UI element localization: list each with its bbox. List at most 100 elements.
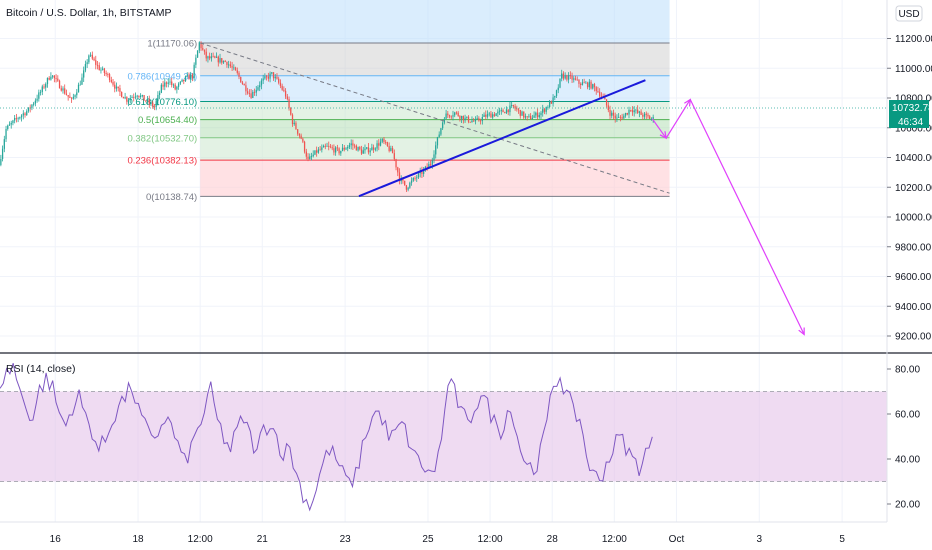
candle-body bbox=[20, 115, 23, 118]
candle-body bbox=[545, 107, 547, 112]
candle-body bbox=[571, 75, 573, 80]
candle-body bbox=[291, 114, 294, 125]
candle-body bbox=[103, 68, 106, 74]
candle-body bbox=[24, 113, 26, 116]
candle-body bbox=[321, 147, 323, 150]
candle-body bbox=[5, 128, 7, 140]
dashed-trendline bbox=[200, 42, 670, 194]
candle-body bbox=[523, 111, 525, 118]
candle-body bbox=[57, 78, 59, 81]
candle-body bbox=[543, 109, 546, 112]
candle-body bbox=[148, 99, 150, 104]
candle-body bbox=[295, 122, 297, 130]
candle-body bbox=[312, 154, 314, 157]
candle-body bbox=[533, 115, 535, 118]
candle-body bbox=[160, 84, 163, 93]
candle-body bbox=[481, 116, 483, 121]
candle-body bbox=[333, 148, 335, 153]
candle-body bbox=[89, 54, 92, 56]
candle-body bbox=[205, 51, 207, 59]
candle-body bbox=[517, 109, 520, 111]
candle-body bbox=[383, 138, 385, 142]
candle-body bbox=[391, 148, 394, 154]
candle-body bbox=[524, 116, 527, 118]
candle-body bbox=[27, 107, 30, 112]
candle-body bbox=[203, 49, 206, 52]
rsi-y-tick-label: 20.00 bbox=[895, 500, 920, 511]
candle-body bbox=[631, 110, 634, 113]
x-tick-label: 5 bbox=[839, 534, 845, 545]
currency-button[interactable]: USD bbox=[895, 5, 923, 22]
fib-level-label: 0.618(10776.10) bbox=[127, 97, 197, 108]
candle-body bbox=[284, 90, 287, 97]
candle-body bbox=[155, 101, 157, 107]
candle-body bbox=[455, 112, 458, 114]
candle-body bbox=[573, 78, 575, 80]
candle-body bbox=[45, 84, 47, 88]
candle-body bbox=[212, 56, 214, 58]
candle-body bbox=[374, 148, 376, 150]
candlestick-series bbox=[0, 41, 654, 192]
candle-body bbox=[131, 97, 133, 98]
fibonacci-retracement[interactable]: 1(11170.06) 0.786(10949.36) 0.618(10776.10… bbox=[127, 0, 670, 203]
candle-body bbox=[421, 171, 423, 174]
candle-body bbox=[345, 148, 347, 150]
candle-body bbox=[196, 50, 199, 58]
candle-body bbox=[585, 82, 587, 84]
candle-body bbox=[485, 114, 487, 117]
candle-body bbox=[561, 73, 563, 79]
candle-body bbox=[51, 75, 54, 77]
candle-body bbox=[378, 143, 380, 146]
currency-button-label[interactable]: USD bbox=[898, 9, 919, 20]
candle-body bbox=[217, 56, 219, 63]
candle-body bbox=[441, 122, 444, 129]
candle-body bbox=[179, 81, 181, 84]
candle-body bbox=[371, 147, 373, 151]
candle-body bbox=[176, 86, 178, 90]
candle-body bbox=[207, 56, 209, 59]
candle-body bbox=[619, 116, 622, 118]
x-tick-label: 28 bbox=[547, 534, 559, 545]
candle-body bbox=[616, 117, 618, 119]
candle-body bbox=[643, 113, 646, 117]
candle-body bbox=[536, 112, 539, 118]
projection-segment bbox=[665, 99, 691, 139]
candle-body bbox=[493, 114, 496, 117]
candle-body bbox=[410, 180, 413, 183]
candle-body bbox=[300, 135, 302, 139]
rsi-y-tick-label: 80.00 bbox=[895, 365, 920, 376]
candle-body bbox=[402, 178, 404, 181]
candle-body bbox=[143, 95, 145, 101]
candle-body bbox=[398, 172, 401, 182]
x-tick-label: 25 bbox=[422, 534, 434, 545]
candle-body bbox=[521, 111, 523, 116]
candle-body bbox=[122, 97, 125, 99]
candle-body bbox=[636, 109, 639, 113]
candle-body bbox=[186, 75, 188, 77]
y-tick-label: 10600.00 bbox=[895, 123, 932, 134]
candle-body bbox=[652, 117, 654, 119]
candle-body bbox=[257, 87, 259, 90]
candle-body bbox=[457, 112, 459, 116]
drawings[interactable] bbox=[0, 42, 887, 336]
candle-body bbox=[157, 94, 159, 102]
candle-body bbox=[633, 110, 635, 113]
candle-body bbox=[259, 85, 261, 88]
candle-body bbox=[623, 115, 625, 119]
candle-body bbox=[605, 99, 608, 106]
candle-body bbox=[393, 153, 395, 160]
x-tick-label: 12:00 bbox=[188, 534, 213, 545]
y-tick-label: 11000.00 bbox=[895, 64, 932, 75]
candle-body bbox=[331, 147, 333, 149]
candle-body bbox=[595, 87, 597, 92]
candle-body bbox=[286, 96, 288, 100]
candle-body bbox=[34, 100, 37, 104]
candle-body bbox=[126, 97, 128, 102]
projection-arrowhead bbox=[798, 327, 805, 336]
candle-body bbox=[497, 111, 499, 114]
candle-body bbox=[529, 115, 532, 120]
candle-body bbox=[241, 82, 244, 84]
candle-body bbox=[138, 95, 140, 97]
candle-body bbox=[95, 60, 97, 65]
candle-body bbox=[507, 109, 509, 113]
